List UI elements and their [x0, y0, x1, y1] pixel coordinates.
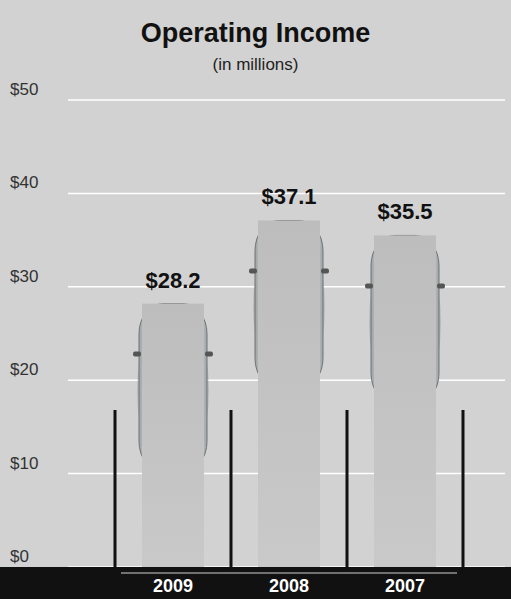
x-axis-band — [0, 567, 511, 599]
bar — [374, 235, 436, 567]
tick-label: $30 — [10, 267, 38, 286]
subtitle: (in millions) — [213, 55, 299, 74]
parking-line — [462, 410, 465, 577]
parking-line — [346, 410, 349, 577]
bar — [142, 304, 204, 567]
data-label: $35.5 — [377, 199, 432, 224]
bar — [258, 220, 320, 567]
parking-line — [121, 573, 457, 574]
tick-label: $40 — [10, 173, 38, 192]
parking-line — [230, 410, 233, 577]
background — [0, 0, 511, 599]
tick-label: $10 — [10, 454, 38, 473]
tick-label: $50 — [10, 80, 38, 99]
data-label: $28.2 — [145, 268, 200, 293]
car-mirror — [321, 268, 329, 273]
car-mirror — [133, 352, 141, 357]
x-tick-label: 2009 — [153, 576, 193, 596]
tick-label: $20 — [10, 360, 38, 379]
x-tick-label: 2008 — [269, 576, 309, 596]
car-mirror — [437, 283, 445, 288]
car-mirror — [249, 268, 257, 273]
bars — [133, 220, 445, 567]
chart: Operating Income (in millions) $0 $10 $20 $30… — [0, 0, 511, 599]
data-label: $37.1 — [261, 184, 316, 209]
tick-label: $0 — [10, 547, 29, 566]
grid-line — [68, 99, 505, 101]
parking-line — [114, 410, 117, 577]
car-mirror — [365, 283, 373, 288]
car-mirror — [205, 352, 213, 357]
title: Operating Income — [141, 18, 371, 48]
x-tick-label: 2007 — [385, 576, 425, 596]
